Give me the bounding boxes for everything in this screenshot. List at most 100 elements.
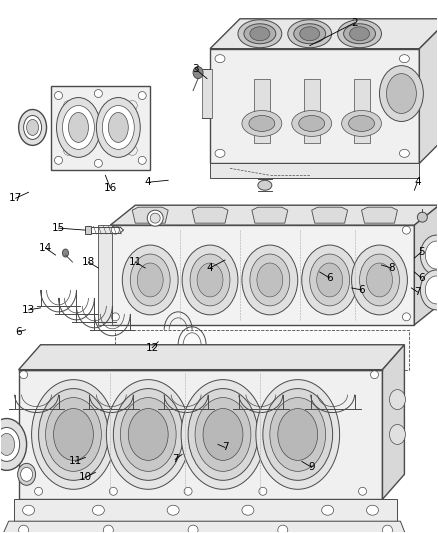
Ellipse shape — [359, 487, 367, 495]
Ellipse shape — [250, 27, 270, 41]
Ellipse shape — [371, 370, 378, 378]
Text: 5: 5 — [418, 247, 425, 257]
Ellipse shape — [188, 389, 258, 480]
Ellipse shape — [19, 109, 46, 146]
Polygon shape — [115, 330, 410, 370]
Text: 9: 9 — [308, 462, 315, 472]
Ellipse shape — [188, 525, 198, 533]
Ellipse shape — [379, 66, 424, 122]
Ellipse shape — [46, 398, 101, 471]
Polygon shape — [1, 521, 407, 533]
Ellipse shape — [18, 463, 35, 486]
Ellipse shape — [111, 226, 119, 234]
Ellipse shape — [24, 116, 42, 140]
Text: 8: 8 — [388, 263, 395, 273]
Ellipse shape — [92, 505, 104, 515]
Ellipse shape — [425, 276, 438, 304]
Polygon shape — [50, 86, 150, 171]
Ellipse shape — [342, 110, 381, 136]
Ellipse shape — [138, 156, 146, 164]
Ellipse shape — [68, 112, 88, 142]
Ellipse shape — [238, 20, 282, 47]
Polygon shape — [19, 370, 382, 499]
Ellipse shape — [95, 90, 102, 98]
Ellipse shape — [182, 245, 238, 315]
Ellipse shape — [193, 67, 203, 78]
Ellipse shape — [420, 235, 438, 275]
Text: 2: 2 — [351, 18, 358, 28]
Text: 6: 6 — [326, 273, 333, 283]
Polygon shape — [110, 225, 414, 325]
Text: 3: 3 — [192, 63, 198, 74]
Ellipse shape — [403, 313, 410, 321]
Ellipse shape — [103, 525, 113, 533]
Text: 13: 13 — [22, 305, 35, 315]
Ellipse shape — [57, 98, 100, 157]
Ellipse shape — [0, 433, 14, 455]
Polygon shape — [110, 205, 438, 225]
Ellipse shape — [292, 110, 332, 136]
Ellipse shape — [294, 24, 326, 44]
Ellipse shape — [215, 55, 225, 63]
Ellipse shape — [249, 116, 275, 132]
Ellipse shape — [367, 505, 378, 515]
Polygon shape — [312, 207, 348, 223]
Ellipse shape — [128, 409, 168, 461]
Polygon shape — [210, 163, 419, 178]
Ellipse shape — [360, 254, 399, 306]
Ellipse shape — [349, 116, 374, 132]
Ellipse shape — [389, 424, 406, 445]
Text: 4: 4 — [145, 177, 152, 187]
Polygon shape — [361, 207, 397, 223]
Ellipse shape — [250, 254, 290, 306]
Ellipse shape — [190, 254, 230, 306]
Text: 15: 15 — [52, 223, 65, 233]
Text: 7: 7 — [414, 287, 420, 297]
Bar — [14, 499, 397, 521]
Ellipse shape — [420, 270, 438, 310]
Ellipse shape — [300, 27, 320, 41]
Ellipse shape — [367, 263, 392, 297]
Ellipse shape — [389, 390, 406, 409]
Ellipse shape — [258, 180, 272, 190]
Ellipse shape — [257, 263, 283, 297]
Text: 11: 11 — [129, 257, 142, 267]
Ellipse shape — [127, 101, 137, 110]
Polygon shape — [19, 345, 404, 370]
Ellipse shape — [106, 379, 190, 489]
Ellipse shape — [278, 409, 318, 461]
Text: 18: 18 — [82, 257, 95, 267]
Ellipse shape — [321, 505, 334, 515]
Ellipse shape — [242, 245, 298, 315]
Ellipse shape — [102, 106, 134, 149]
Ellipse shape — [19, 525, 28, 533]
Text: 6: 6 — [15, 327, 22, 337]
Ellipse shape — [288, 20, 332, 47]
Ellipse shape — [278, 525, 288, 533]
Ellipse shape — [137, 263, 163, 297]
Ellipse shape — [302, 245, 357, 315]
Ellipse shape — [113, 389, 183, 480]
Ellipse shape — [399, 149, 410, 157]
Ellipse shape — [215, 149, 225, 157]
Ellipse shape — [195, 398, 251, 471]
Text: 14: 14 — [39, 243, 52, 253]
Bar — [99, 225, 112, 325]
Ellipse shape — [21, 467, 32, 481]
Ellipse shape — [263, 389, 332, 480]
Ellipse shape — [0, 427, 20, 462]
Polygon shape — [382, 345, 404, 499]
Bar — [85, 226, 92, 234]
Ellipse shape — [242, 505, 254, 515]
Ellipse shape — [270, 398, 326, 471]
Ellipse shape — [197, 263, 223, 297]
Ellipse shape — [138, 92, 146, 100]
Ellipse shape — [53, 409, 93, 461]
Ellipse shape — [386, 74, 417, 114]
Ellipse shape — [35, 487, 42, 495]
Ellipse shape — [203, 409, 243, 461]
Ellipse shape — [403, 226, 410, 234]
Bar — [353, 78, 370, 143]
Ellipse shape — [120, 398, 176, 471]
Ellipse shape — [39, 389, 108, 480]
